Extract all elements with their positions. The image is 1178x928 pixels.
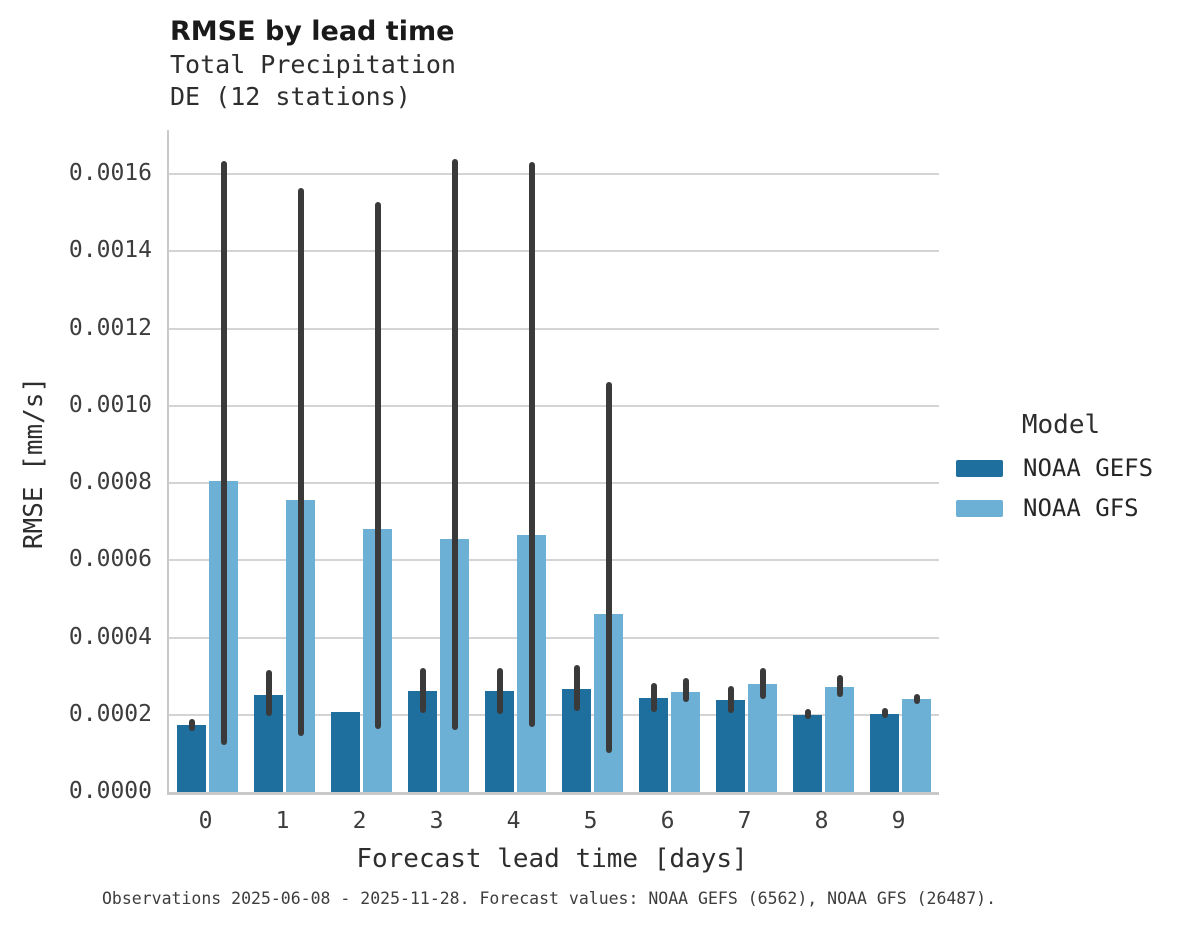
error-bar-noaa-gfs-lead-4 — [528, 161, 535, 728]
legend-item-noaa-gfs: NOAA GFS — [956, 494, 1166, 522]
legend-item-noaa-gefs: NOAA GEFS — [956, 454, 1166, 482]
error-bar-noaa-gfs-lead-1 — [297, 188, 304, 736]
x-axis-tick-label: 9 — [891, 808, 906, 834]
plot-area — [167, 130, 939, 795]
error-bar-noaa-gfs-lead-9 — [913, 694, 920, 705]
error-bar-noaa-gfs-lead-2 — [374, 201, 381, 730]
legend-label-noaa-gefs: NOAA GEFS — [1023, 454, 1154, 482]
legend-swatch-noaa-gfs — [956, 499, 1003, 517]
gridline — [169, 173, 939, 176]
gridline — [169, 482, 939, 484]
bar-noaa-gefs-lead-9 — [870, 713, 899, 792]
caption: Observations 2025-06-08 - 2025-11-28. Fo… — [102, 889, 997, 908]
error-bar-noaa-gefs-lead-0 — [188, 719, 195, 731]
x-axis-tick-label: 8 — [814, 808, 829, 834]
y-axis-tick-label: 0.0014 — [68, 237, 152, 264]
error-bar-noaa-gfs-lead-5 — [605, 381, 612, 753]
y-axis-tick-label: 0.0016 — [68, 160, 152, 187]
bar-noaa-gfs-lead-7 — [748, 683, 777, 792]
x-axis-tick-label: 7 — [737, 808, 752, 834]
bar-noaa-gefs-lead-7 — [716, 699, 745, 792]
x-axis-tick-label: 2 — [352, 808, 367, 834]
error-bar-noaa-gfs-lead-0 — [220, 160, 227, 745]
chart-subtitle-variable: Total Precipitation — [170, 50, 456, 79]
x-axis-tick-label: 0 — [198, 808, 213, 834]
bar-noaa-gefs-lead-6 — [639, 698, 668, 792]
error-bar-noaa-gefs-lead-3 — [419, 668, 426, 714]
legend: Model NOAA GEFS NOAA GFS — [956, 410, 1166, 534]
error-bar-noaa-gefs-lead-5 — [573, 665, 580, 711]
x-axis-tick-label: 5 — [583, 808, 598, 834]
error-bar-noaa-gfs-lead-7 — [759, 668, 766, 699]
y-axis-tick-label: 0.0012 — [68, 314, 152, 341]
error-bar-noaa-gfs-lead-6 — [682, 678, 689, 703]
error-bar-noaa-gfs-lead-3 — [451, 158, 458, 731]
x-axis-tick-label: 4 — [506, 808, 521, 834]
chart-title: RMSE by lead time — [170, 16, 455, 47]
error-bar-noaa-gefs-lead-7 — [727, 685, 734, 713]
chart-subtitle-region: DE (12 stations) — [170, 82, 411, 111]
gridline — [169, 559, 939, 562]
bar-noaa-gfs-lead-9 — [902, 699, 931, 792]
error-bar-noaa-gefs-lead-1 — [265, 670, 272, 716]
y-axis-tick-label: 0.0008 — [68, 469, 152, 495]
error-bar-noaa-gefs-lead-8 — [804, 708, 811, 719]
x-axis-title: Forecast lead time [days] — [356, 844, 748, 874]
legend-title: Model — [1021, 410, 1101, 440]
y-axis-tick-label: 0.0006 — [68, 546, 152, 573]
legend-swatch-noaa-gefs — [956, 459, 1003, 477]
y-axis-tick-label: 0.0004 — [68, 623, 152, 650]
gridline — [169, 636, 939, 639]
gridline — [169, 250, 939, 253]
bar-noaa-gefs-lead-8 — [793, 714, 822, 792]
x-axis-tick-label: 6 — [660, 808, 675, 834]
error-bar-noaa-gfs-lead-8 — [836, 674, 843, 697]
error-bar-noaa-gefs-lead-9 — [881, 707, 888, 718]
x-axis-tick-label: 1 — [275, 808, 290, 834]
bar-noaa-gfs-lead-6 — [671, 691, 700, 792]
bar-noaa-gefs-lead-0 — [177, 725, 206, 792]
error-bar-noaa-gefs-lead-4 — [496, 668, 503, 714]
bar-noaa-gefs-lead-2 — [331, 711, 360, 792]
gridline — [169, 713, 939, 716]
gridline — [169, 404, 939, 407]
error-bar-noaa-gefs-lead-6 — [650, 683, 657, 713]
legend-label-noaa-gfs: NOAA GFS — [1023, 494, 1139, 522]
gridline — [169, 327, 939, 330]
x-axis-tick-label: 3 — [429, 808, 444, 834]
y-axis-tick-label: 0.0002 — [68, 700, 152, 727]
bar-noaa-gfs-lead-8 — [825, 687, 854, 792]
y-axis-tick-label: 0.0010 — [68, 391, 152, 418]
y-axis-tick-label: 0.0000 — [68, 778, 152, 804]
